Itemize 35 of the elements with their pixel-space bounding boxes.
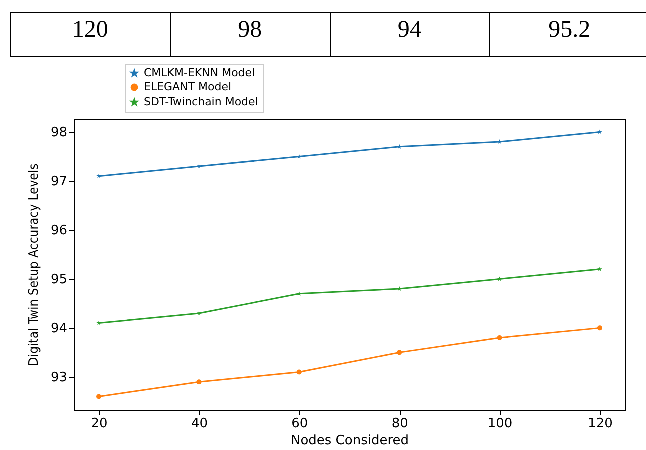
point xyxy=(598,266,602,272)
x-tick-label: 80 xyxy=(392,416,408,432)
x-tick-label: 60 xyxy=(292,416,308,432)
y-tick-label: 97 xyxy=(50,174,68,190)
x-tick-label: 120 xyxy=(588,416,613,432)
point xyxy=(397,350,402,356)
text: 95.2 xyxy=(548,16,592,45)
point xyxy=(196,380,202,385)
point xyxy=(397,286,402,292)
x-tick-label: 100 xyxy=(488,416,513,432)
x-tick-label: 20 xyxy=(91,416,108,432)
point xyxy=(196,164,202,169)
y-axis-title: Digital Twin Setup Accuracy Levels xyxy=(26,164,42,366)
text: 98 xyxy=(170,13,330,56)
legend-label: ELEGANT Model xyxy=(144,80,232,94)
legend-label: SDT-Twinchain Model xyxy=(144,96,258,108)
text: 120 xyxy=(11,13,171,56)
text: 94 xyxy=(330,13,490,56)
y-tick-label: 98 xyxy=(50,126,68,141)
y-tick-label: 93 xyxy=(50,370,68,386)
point xyxy=(497,276,502,282)
y-tick-label: 96 xyxy=(50,224,68,239)
point xyxy=(296,370,302,375)
x-tick-label: 40 xyxy=(191,416,208,432)
y-tick-label: 95 xyxy=(50,272,68,288)
point xyxy=(597,326,602,331)
point xyxy=(397,144,402,149)
x-axis-title: Nodes Considered xyxy=(290,434,410,448)
legend-label: CMLKM-EKNN Model xyxy=(144,66,256,80)
point xyxy=(497,335,502,340)
point xyxy=(497,140,502,144)
y-tick-label: 94 xyxy=(50,322,68,337)
point xyxy=(96,394,102,400)
point xyxy=(598,130,602,134)
point xyxy=(297,291,302,296)
